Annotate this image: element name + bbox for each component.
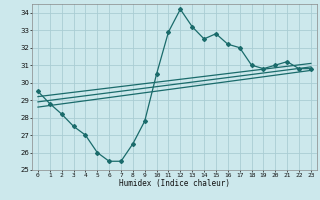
X-axis label: Humidex (Indice chaleur): Humidex (Indice chaleur) [119, 179, 230, 188]
